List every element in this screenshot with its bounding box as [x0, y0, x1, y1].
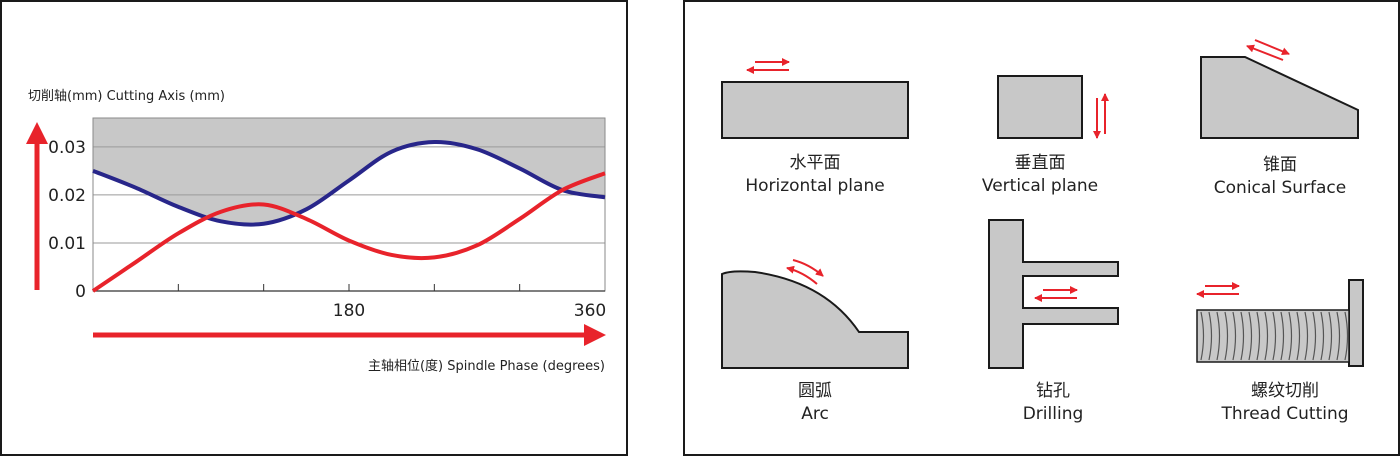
chart-panel: 0 0.01 0.02 0.03 180 360 切削轴(mm) Cutting Axis …: [0, 0, 628, 456]
conical-surface-en: Conical Surface: [1213, 178, 1347, 198]
drilling-shape: [988, 219, 1119, 369]
y-tick-label: 0.03: [48, 138, 86, 158]
arc-feed-arrows-icon: [786, 259, 824, 285]
arc-shape: [721, 259, 909, 369]
arc-en: Arc: [801, 404, 829, 424]
thread-ridge: [1312, 311, 1317, 361]
conical-surface-shape: [1200, 39, 1359, 139]
horizontal-feed-arrows-icon: [746, 58, 790, 74]
thread-ridge: [1264, 311, 1269, 361]
x-axis-label: 主轴相位(度) Spindle Phase (degrees): [368, 358, 605, 374]
thread-ridge: [1216, 311, 1221, 361]
horizontal-plane-zh: 水平面: [789, 153, 841, 173]
x-tick-label: 360: [574, 301, 606, 321]
thread-ridge: [1288, 311, 1293, 361]
thread-ridge: [1304, 311, 1309, 361]
vertical-plane-label: 垂直面 Vertical plane: [940, 152, 1140, 198]
phase-chart: 0 0.01 0.02 0.03 180 360 切削轴(mm) Cutting Axis …: [26, 89, 606, 374]
conical-surface-zh: 锥面: [1263, 155, 1297, 175]
thread-ridge: [1320, 311, 1325, 361]
blue-series-line: [92, 140, 606, 227]
thread-ridge: [1344, 311, 1349, 361]
x-tick-label: 180: [333, 301, 365, 321]
y-tick-label: 0: [75, 282, 86, 302]
thread-feed-arrows-icon: [1196, 282, 1240, 298]
thread-ridge: [1232, 311, 1237, 361]
arc-label: 圆弧 Arc: [715, 380, 915, 426]
vertical-plane-en: Vertical plane: [981, 176, 1099, 196]
conical-surface-label: 锥面 Conical Surface: [1180, 154, 1380, 200]
thread-cutting-en: Thread Cutting: [1221, 404, 1349, 424]
red-series-line: [91, 171, 606, 293]
thread-ridge: [1240, 311, 1245, 361]
y-axis-label: 切削轴(mm) Cutting Axis (mm): [28, 89, 225, 104]
thread-cutting-zh: 螺纹切削: [1251, 381, 1319, 401]
thread-ridge: [1200, 311, 1205, 361]
thread-ridge: [1256, 311, 1261, 361]
y-tick-label: 0.02: [48, 186, 86, 206]
thread-ridge: [1248, 311, 1253, 361]
thread-cutting-label: 螺纹切削 Thread Cutting: [1185, 380, 1385, 426]
thread-ridge: [1336, 311, 1341, 361]
thread-ridge: [1224, 311, 1229, 361]
thread-ridge: [1272, 311, 1277, 361]
vertical-plane-shape: [997, 75, 1109, 139]
shaded-region: [93, 118, 605, 225]
shapes-diagram: [721, 39, 1364, 369]
y-tick-label: 0.01: [48, 234, 86, 254]
thread-ridge: [1328, 311, 1333, 361]
drilling-zh: 钻孔: [1036, 381, 1070, 401]
vertical-feed-arrows-icon: [1093, 93, 1109, 139]
arc-zh: 圆弧: [798, 381, 832, 401]
vertical-plane-zh: 垂直面: [1014, 153, 1066, 173]
horizontal-plane-label: 水平面 Horizontal plane: [705, 152, 925, 198]
thread-ridge: [1208, 311, 1213, 361]
thread-cutting-shape: [1196, 279, 1364, 367]
drilling-en: Drilling: [1022, 404, 1084, 424]
drilling-feed-arrows-icon: [1034, 286, 1078, 302]
horizontal-plane-en: Horizontal plane: [745, 176, 885, 196]
drilling-label: 钻孔 Drilling: [953, 380, 1153, 426]
horizontal-plane-shape: [721, 58, 909, 139]
thread-ridge: [1296, 311, 1301, 361]
shapes-panel: 水平面 Horizontal plane 垂直面 Vertical plane …: [683, 0, 1400, 456]
conical-feed-arrows-icon: [1246, 39, 1290, 61]
thread-ridge: [1280, 311, 1285, 361]
